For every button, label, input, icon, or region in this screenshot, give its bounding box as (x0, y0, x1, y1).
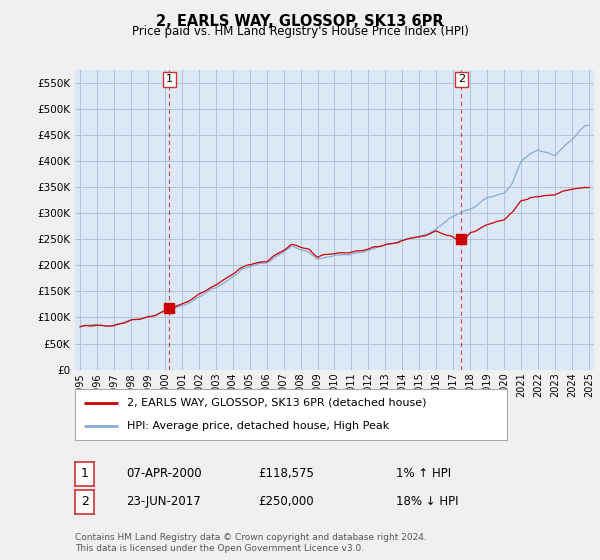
Text: 1: 1 (166, 74, 173, 85)
Text: 2, EARLS WAY, GLOSSOP, SK13 6PR: 2, EARLS WAY, GLOSSOP, SK13 6PR (156, 14, 444, 29)
Text: 2, EARLS WAY, GLOSSOP, SK13 6PR (detached house): 2, EARLS WAY, GLOSSOP, SK13 6PR (detache… (127, 398, 427, 408)
Text: £118,575: £118,575 (258, 466, 314, 480)
Text: 2: 2 (80, 495, 89, 508)
Text: 2: 2 (458, 74, 465, 85)
Text: 1% ↑ HPI: 1% ↑ HPI (396, 466, 451, 480)
Text: £250,000: £250,000 (258, 494, 314, 508)
Text: 1: 1 (80, 467, 89, 480)
Text: HPI: Average price, detached house, High Peak: HPI: Average price, detached house, High… (127, 421, 389, 431)
Text: 23-JUN-2017: 23-JUN-2017 (126, 494, 201, 508)
Text: 07-APR-2000: 07-APR-2000 (126, 466, 202, 480)
Text: Price paid vs. HM Land Registry's House Price Index (HPI): Price paid vs. HM Land Registry's House … (131, 25, 469, 38)
Text: Contains HM Land Registry data © Crown copyright and database right 2024.
This d: Contains HM Land Registry data © Crown c… (75, 533, 427, 553)
Text: 18% ↓ HPI: 18% ↓ HPI (396, 494, 458, 508)
